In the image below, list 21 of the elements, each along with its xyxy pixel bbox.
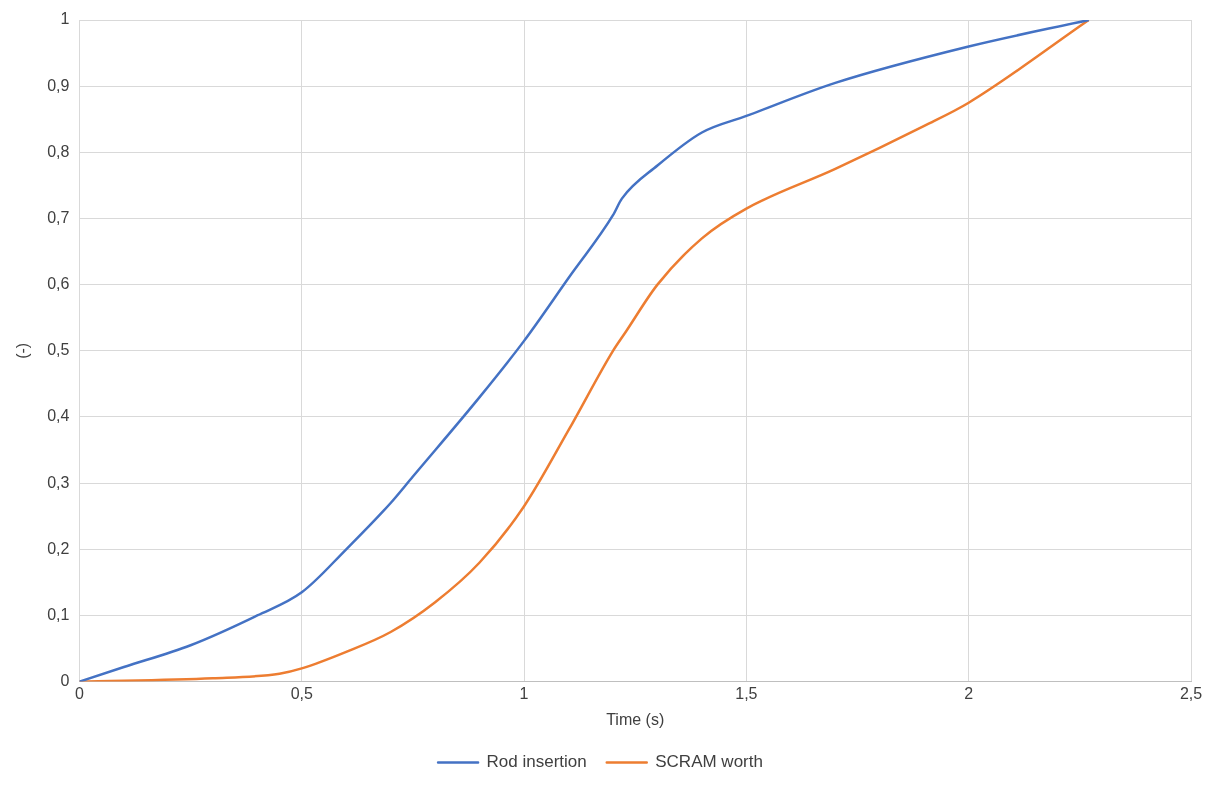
y-tick-label: 0,1 [47, 605, 70, 623]
y-tick-label: 0,7 [47, 208, 70, 226]
x-axis-title: Time (s) [606, 710, 665, 728]
legend-label: SCRAM worth [655, 752, 763, 772]
x-tick-label: 0 [74, 684, 84, 702]
legend-label: Rod insertion [486, 752, 587, 772]
x-tick-label: 1,5 [735, 684, 758, 702]
y-tick-label: 0,5 [47, 341, 70, 359]
x-tick-label: 1 [519, 684, 529, 702]
y-tick-label: 0,2 [47, 539, 70, 557]
y-tick-label: 0,6 [47, 275, 70, 293]
x-tick-label: 2,5 [1179, 684, 1203, 702]
y-tick-label: 0,9 [47, 76, 70, 94]
y-tick-label: 0,4 [47, 407, 70, 425]
y-axis-title: (-) [14, 342, 32, 359]
y-tick-label: 1 [60, 10, 70, 28]
y-tick-label: 0,8 [47, 142, 70, 160]
y-tick-label: 0 [60, 672, 70, 690]
y-tick-label: 0,3 [47, 473, 70, 491]
x-tick-label: 0,5 [290, 684, 313, 702]
x-tick-label: 2 [964, 684, 974, 702]
